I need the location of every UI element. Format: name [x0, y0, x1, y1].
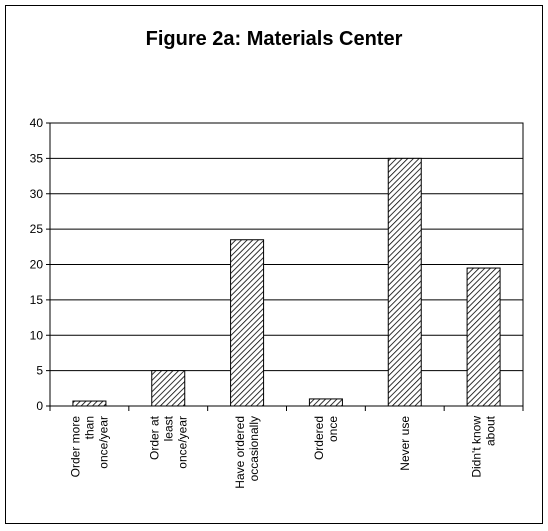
bar	[308, 398, 343, 407]
x-tick-label: Orderedonce	[312, 416, 340, 460]
x-tick-label: Didn't knowabout	[470, 415, 498, 477]
bar	[230, 239, 265, 407]
y-tick-label: 25	[30, 222, 44, 236]
x-tick-label: Order atleastonce/year	[147, 415, 189, 468]
y-tick-label: 15	[30, 293, 44, 307]
x-tick-label: Have orderedoccasionally	[233, 416, 261, 489]
bar	[466, 267, 501, 407]
x-tick-label: Never use	[398, 416, 412, 471]
bar	[387, 157, 422, 407]
x-tick-label: Order morethanonce/year	[68, 416, 110, 478]
y-tick-label: 35	[30, 151, 44, 165]
chart-title: Figure 2a: Materials Center	[146, 28, 403, 50]
y-tick-label: 0	[36, 399, 43, 413]
y-tick-label: 5	[36, 364, 43, 378]
y-tick-label: 30	[30, 187, 44, 201]
y-tick-label: 10	[30, 328, 44, 342]
bar	[72, 400, 107, 407]
bar	[151, 370, 186, 407]
y-tick-label: 40	[30, 116, 44, 130]
y-tick-label: 20	[30, 258, 44, 272]
